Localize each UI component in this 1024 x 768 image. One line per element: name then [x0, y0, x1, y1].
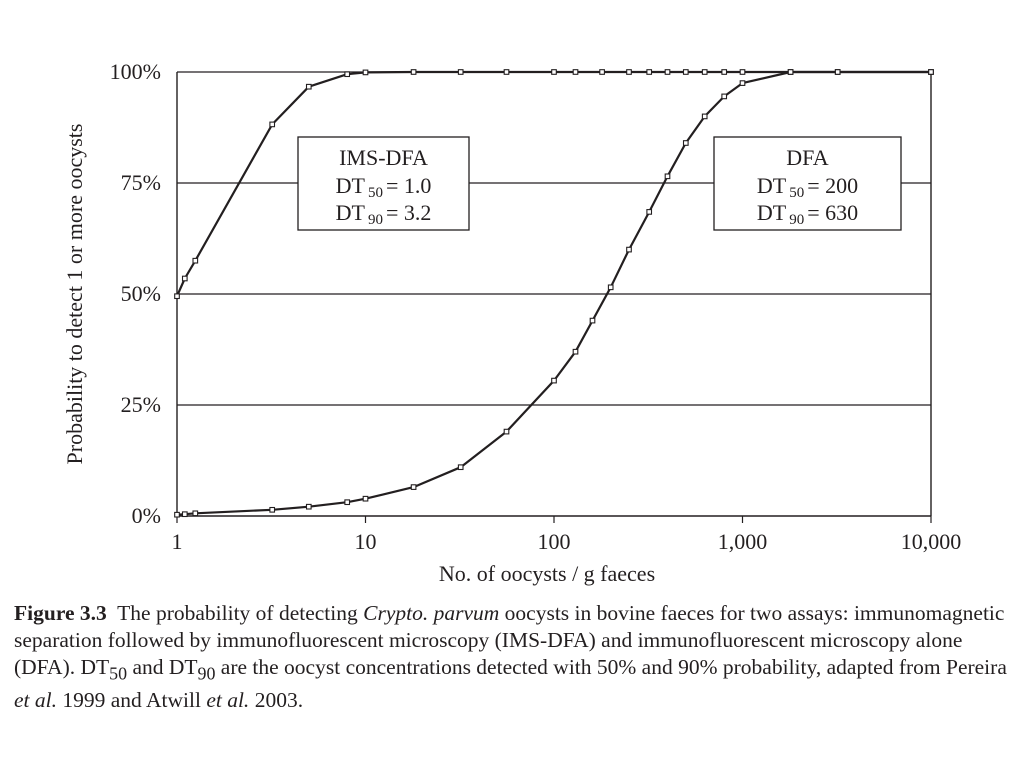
annotation-dt50: DT 50 = 1.0 [336, 173, 432, 201]
annotation-title: DFA [786, 145, 828, 170]
annotation-dt90: DT 90 = 630 [757, 200, 858, 228]
grid-lines [177, 71, 931, 406]
caption-subscript: 50 [109, 663, 128, 684]
data-point [626, 246, 632, 253]
y-tick-label: 75% [121, 170, 161, 195]
data-point [739, 69, 746, 75]
caption-text: are the oocyst concentrations detected w… [215, 655, 1007, 679]
x-tick-label: 1,000 [718, 529, 768, 554]
annotation-dt90: DT 90 = 3.2 [336, 200, 432, 228]
data-point [181, 275, 188, 282]
caption-subscript: 90 [197, 663, 216, 684]
data-point [362, 69, 369, 76]
data-point [589, 317, 596, 324]
data-point [701, 113, 708, 120]
data-point [682, 140, 689, 146]
x-tick-label: 100 [538, 529, 571, 554]
data-point [721, 93, 728, 100]
data-point [682, 69, 689, 75]
caption-text: 2003. [249, 688, 304, 713]
data-point [503, 428, 510, 435]
data-point [607, 284, 614, 291]
data-point [305, 83, 312, 90]
figure-label: Figure 3.3 [14, 601, 107, 625]
y-tick-label: 0% [132, 503, 161, 528]
annotation-title: IMS-DFA [339, 145, 428, 170]
data-point [457, 69, 464, 75]
data-point [305, 503, 312, 510]
data-point [739, 80, 746, 86]
data-point [834, 69, 841, 75]
caption-text: The probability of detecting [117, 601, 364, 625]
annotation-box [297, 136, 470, 231]
data-point [787, 69, 794, 75]
data-point [410, 484, 417, 490]
data-point [572, 69, 579, 75]
caption-species: Crypto. parvum [363, 601, 500, 625]
caption-etal: et al. [14, 688, 57, 713]
data-point [626, 69, 632, 75]
y-tick-label: 25% [121, 392, 161, 417]
data-point [269, 121, 276, 128]
data-point [192, 257, 199, 264]
caption-text: 1999 and Atwill [57, 688, 207, 713]
data-point [646, 69, 653, 75]
data-point [599, 69, 605, 75]
series-points [174, 69, 934, 518]
data-point [721, 69, 728, 75]
x-axis-label: No. of oocysts / g faeces [439, 561, 655, 586]
figure-caption: Figure 3.3 The probability of detecting … [14, 600, 1014, 714]
series-line-2 [176, 70, 931, 516]
x-tick-label: 1 [172, 529, 183, 554]
caption-text: oocysts in bovine faeces for two assays:… [14, 601, 1005, 679]
y-axis-label: Probability to detect 1 or more oocysts [62, 124, 87, 465]
data-point [344, 71, 351, 78]
data-point [410, 69, 417, 75]
y-tick-label: 50% [121, 281, 161, 306]
annotation-dfa: DFA DT 50 = 200 DT 90 = 630 [713, 136, 902, 231]
data-point [572, 348, 579, 355]
data-point [181, 511, 188, 518]
data-point [269, 506, 276, 513]
data-point [701, 69, 708, 75]
y-tick-label: 100% [110, 59, 161, 84]
x-tick-label: 10 [355, 529, 377, 554]
annotation-box [713, 136, 902, 231]
data-point [551, 69, 557, 75]
data-point [646, 209, 653, 215]
data-point [174, 293, 180, 300]
data-point [344, 499, 351, 506]
annotation-ims-dfa: IMS-DFA DT 50 = 1.0 DT 90 = 3.2 [297, 136, 470, 231]
data-point [503, 69, 510, 75]
annotation-dt50: DT 50 = 200 [757, 173, 858, 201]
data-point [928, 69, 934, 75]
data-point [457, 464, 464, 471]
x-tick-label: 10,000 [901, 529, 962, 554]
data-point [551, 377, 557, 384]
data-point [362, 495, 369, 502]
data-point [664, 173, 671, 180]
probability-chart: 0% 25% 50% 75% 100% 1 10 100 1,000 10,000 IMS-DF… [62, 59, 962, 586]
y-tick-labels: 0% 25% 50% 75% 100% [110, 59, 161, 528]
data-point [664, 69, 671, 75]
data-point [174, 511, 180, 518]
caption-text: and DT [127, 655, 198, 679]
data-point [192, 510, 199, 517]
x-tick-labels: 1 10 100 1,000 10,000 [172, 529, 962, 554]
caption-etal: et al. [206, 688, 250, 713]
